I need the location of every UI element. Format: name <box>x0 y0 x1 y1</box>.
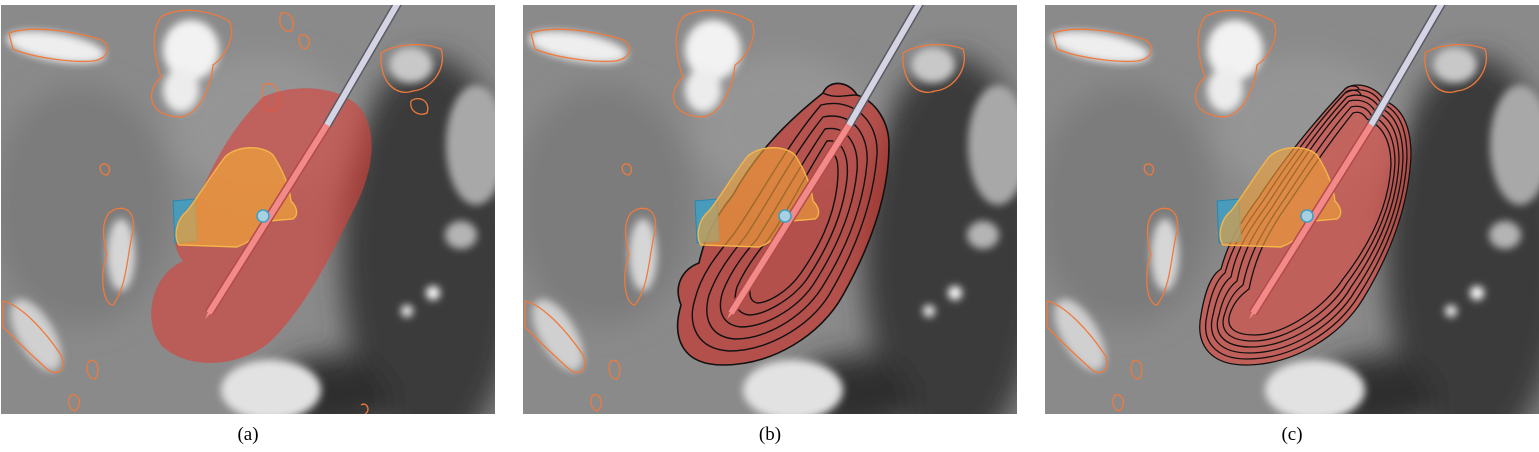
ct-image-b <box>523 5 1017 414</box>
panel-b: (b) <box>523 0 1017 452</box>
vessel-contours <box>2 9 443 414</box>
ct-background <box>1 5 495 414</box>
panel-c: (c) <box>1045 0 1539 452</box>
ct-image-a <box>1 5 495 414</box>
caption-a: (a) <box>237 424 259 445</box>
panel-a: (a) <box>1 0 495 452</box>
ct-image-c <box>1045 5 1539 414</box>
needle <box>727 5 924 319</box>
caption-c: (c) <box>1281 424 1303 445</box>
vessel-contours <box>1046 9 1487 412</box>
caption-b: (b) <box>758 424 782 445</box>
needle <box>1249 5 1446 319</box>
vessel-contours <box>524 9 965 412</box>
needle <box>205 5 402 319</box>
